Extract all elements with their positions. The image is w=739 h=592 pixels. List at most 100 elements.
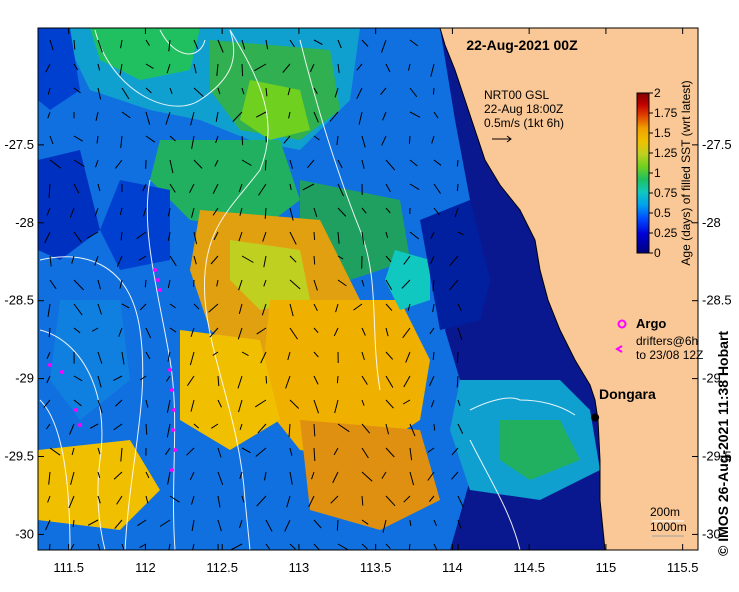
current-vector	[118, 327, 123, 337]
current-vector	[48, 471, 51, 485]
map-plot-area	[38, 28, 698, 550]
current-vector	[168, 39, 171, 52]
lon-tick-label: 111.5	[53, 560, 84, 575]
current-vector	[433, 543, 438, 550]
current-vector	[115, 399, 123, 407]
current-vector	[91, 327, 99, 332]
current-vector	[97, 351, 103, 364]
current-vector	[385, 495, 396, 507]
current-vector	[73, 63, 79, 71]
current-vector	[313, 231, 316, 240]
current-vector	[120, 231, 123, 241]
current-vector	[239, 207, 243, 216]
current-vector	[382, 111, 387, 121]
lat-tick-label: -27.5	[702, 137, 732, 152]
current-vector	[361, 159, 365, 169]
current-vector	[264, 207, 267, 219]
current-vector	[432, 279, 435, 292]
current-vector	[116, 495, 123, 505]
current-vector	[286, 495, 291, 508]
lon-tick-label: 115	[596, 560, 617, 575]
current-vector	[145, 495, 149, 504]
lat-tick-label: -30	[15, 526, 34, 541]
current-vector	[69, 207, 75, 218]
current-vector	[139, 303, 147, 311]
current-vector	[289, 471, 293, 485]
current-vector	[193, 159, 203, 169]
current-vector	[361, 399, 365, 406]
current-vector	[47, 303, 51, 317]
colorbar-tick-label: 0.5	[654, 206, 671, 220]
current-vector	[73, 159, 85, 168]
current-vector	[121, 303, 130, 309]
current-vector	[47, 87, 51, 95]
current-vector	[385, 255, 392, 263]
current-vector	[433, 423, 436, 431]
lon-tick-label: 114.5	[513, 560, 545, 575]
current-vector	[44, 231, 51, 244]
current-vector	[241, 495, 245, 503]
current-vector	[192, 543, 195, 550]
current-vector	[289, 39, 295, 48]
current-vector	[335, 303, 339, 313]
current-vector	[265, 375, 268, 384]
current-vector	[361, 543, 368, 550]
current-vector	[119, 207, 123, 216]
current-vector	[212, 207, 219, 216]
current-vector	[356, 87, 363, 100]
current-vector	[167, 279, 171, 289]
current-vector	[381, 39, 387, 53]
current-vector	[216, 279, 219, 287]
colorbar-tick-label: 1.25	[654, 146, 678, 160]
current-vector	[289, 447, 293, 456]
current-vector	[89, 423, 99, 429]
current-vector	[215, 111, 219, 122]
current-vector	[333, 327, 339, 337]
lat-tick-label: -29	[702, 371, 721, 386]
current-vector	[165, 111, 171, 125]
current-vector	[457, 399, 461, 406]
current-vector	[356, 63, 363, 71]
current-vector	[313, 111, 319, 123]
current-vector	[408, 543, 411, 550]
current-vector	[113, 471, 123, 480]
town-dot-icon	[591, 413, 600, 422]
current-vector	[289, 183, 292, 190]
credit-text: © IMOS 26-Aug-2021 11:38 Hobart	[715, 331, 731, 556]
current-vector	[115, 159, 123, 169]
current-vector	[116, 255, 123, 267]
current-vector	[336, 135, 339, 146]
current-vector	[241, 135, 244, 146]
current-vector	[337, 231, 340, 244]
current-vector	[385, 423, 389, 435]
current-vector	[48, 327, 51, 338]
current-vector	[403, 375, 411, 388]
current-vector	[237, 327, 243, 340]
current-vector	[45, 519, 51, 531]
current-vector	[382, 519, 387, 533]
current-legend-line2: 22-Aug 18:00Z	[484, 102, 563, 116]
current-vector	[145, 423, 148, 435]
current-vector	[169, 183, 176, 193]
lat-tick-label: -28.5	[702, 293, 732, 308]
current-vector	[145, 135, 156, 143]
current-vector	[168, 207, 171, 217]
land-mass	[439, 28, 698, 550]
current-vector	[217, 495, 221, 508]
current-vector	[186, 375, 195, 386]
current-vector	[167, 471, 171, 485]
current-vector	[231, 543, 243, 550]
current-vector	[288, 111, 291, 119]
current-vector	[46, 375, 51, 384]
current-vector	[217, 399, 222, 408]
current-vector	[433, 111, 439, 119]
current-vector	[216, 63, 219, 76]
current-vector	[70, 471, 75, 485]
current-vector	[119, 63, 123, 76]
current-vector	[361, 519, 369, 525]
current-vector	[429, 327, 435, 335]
current-vector	[337, 207, 347, 217]
current-vector	[191, 519, 195, 532]
current-vector	[456, 159, 459, 167]
